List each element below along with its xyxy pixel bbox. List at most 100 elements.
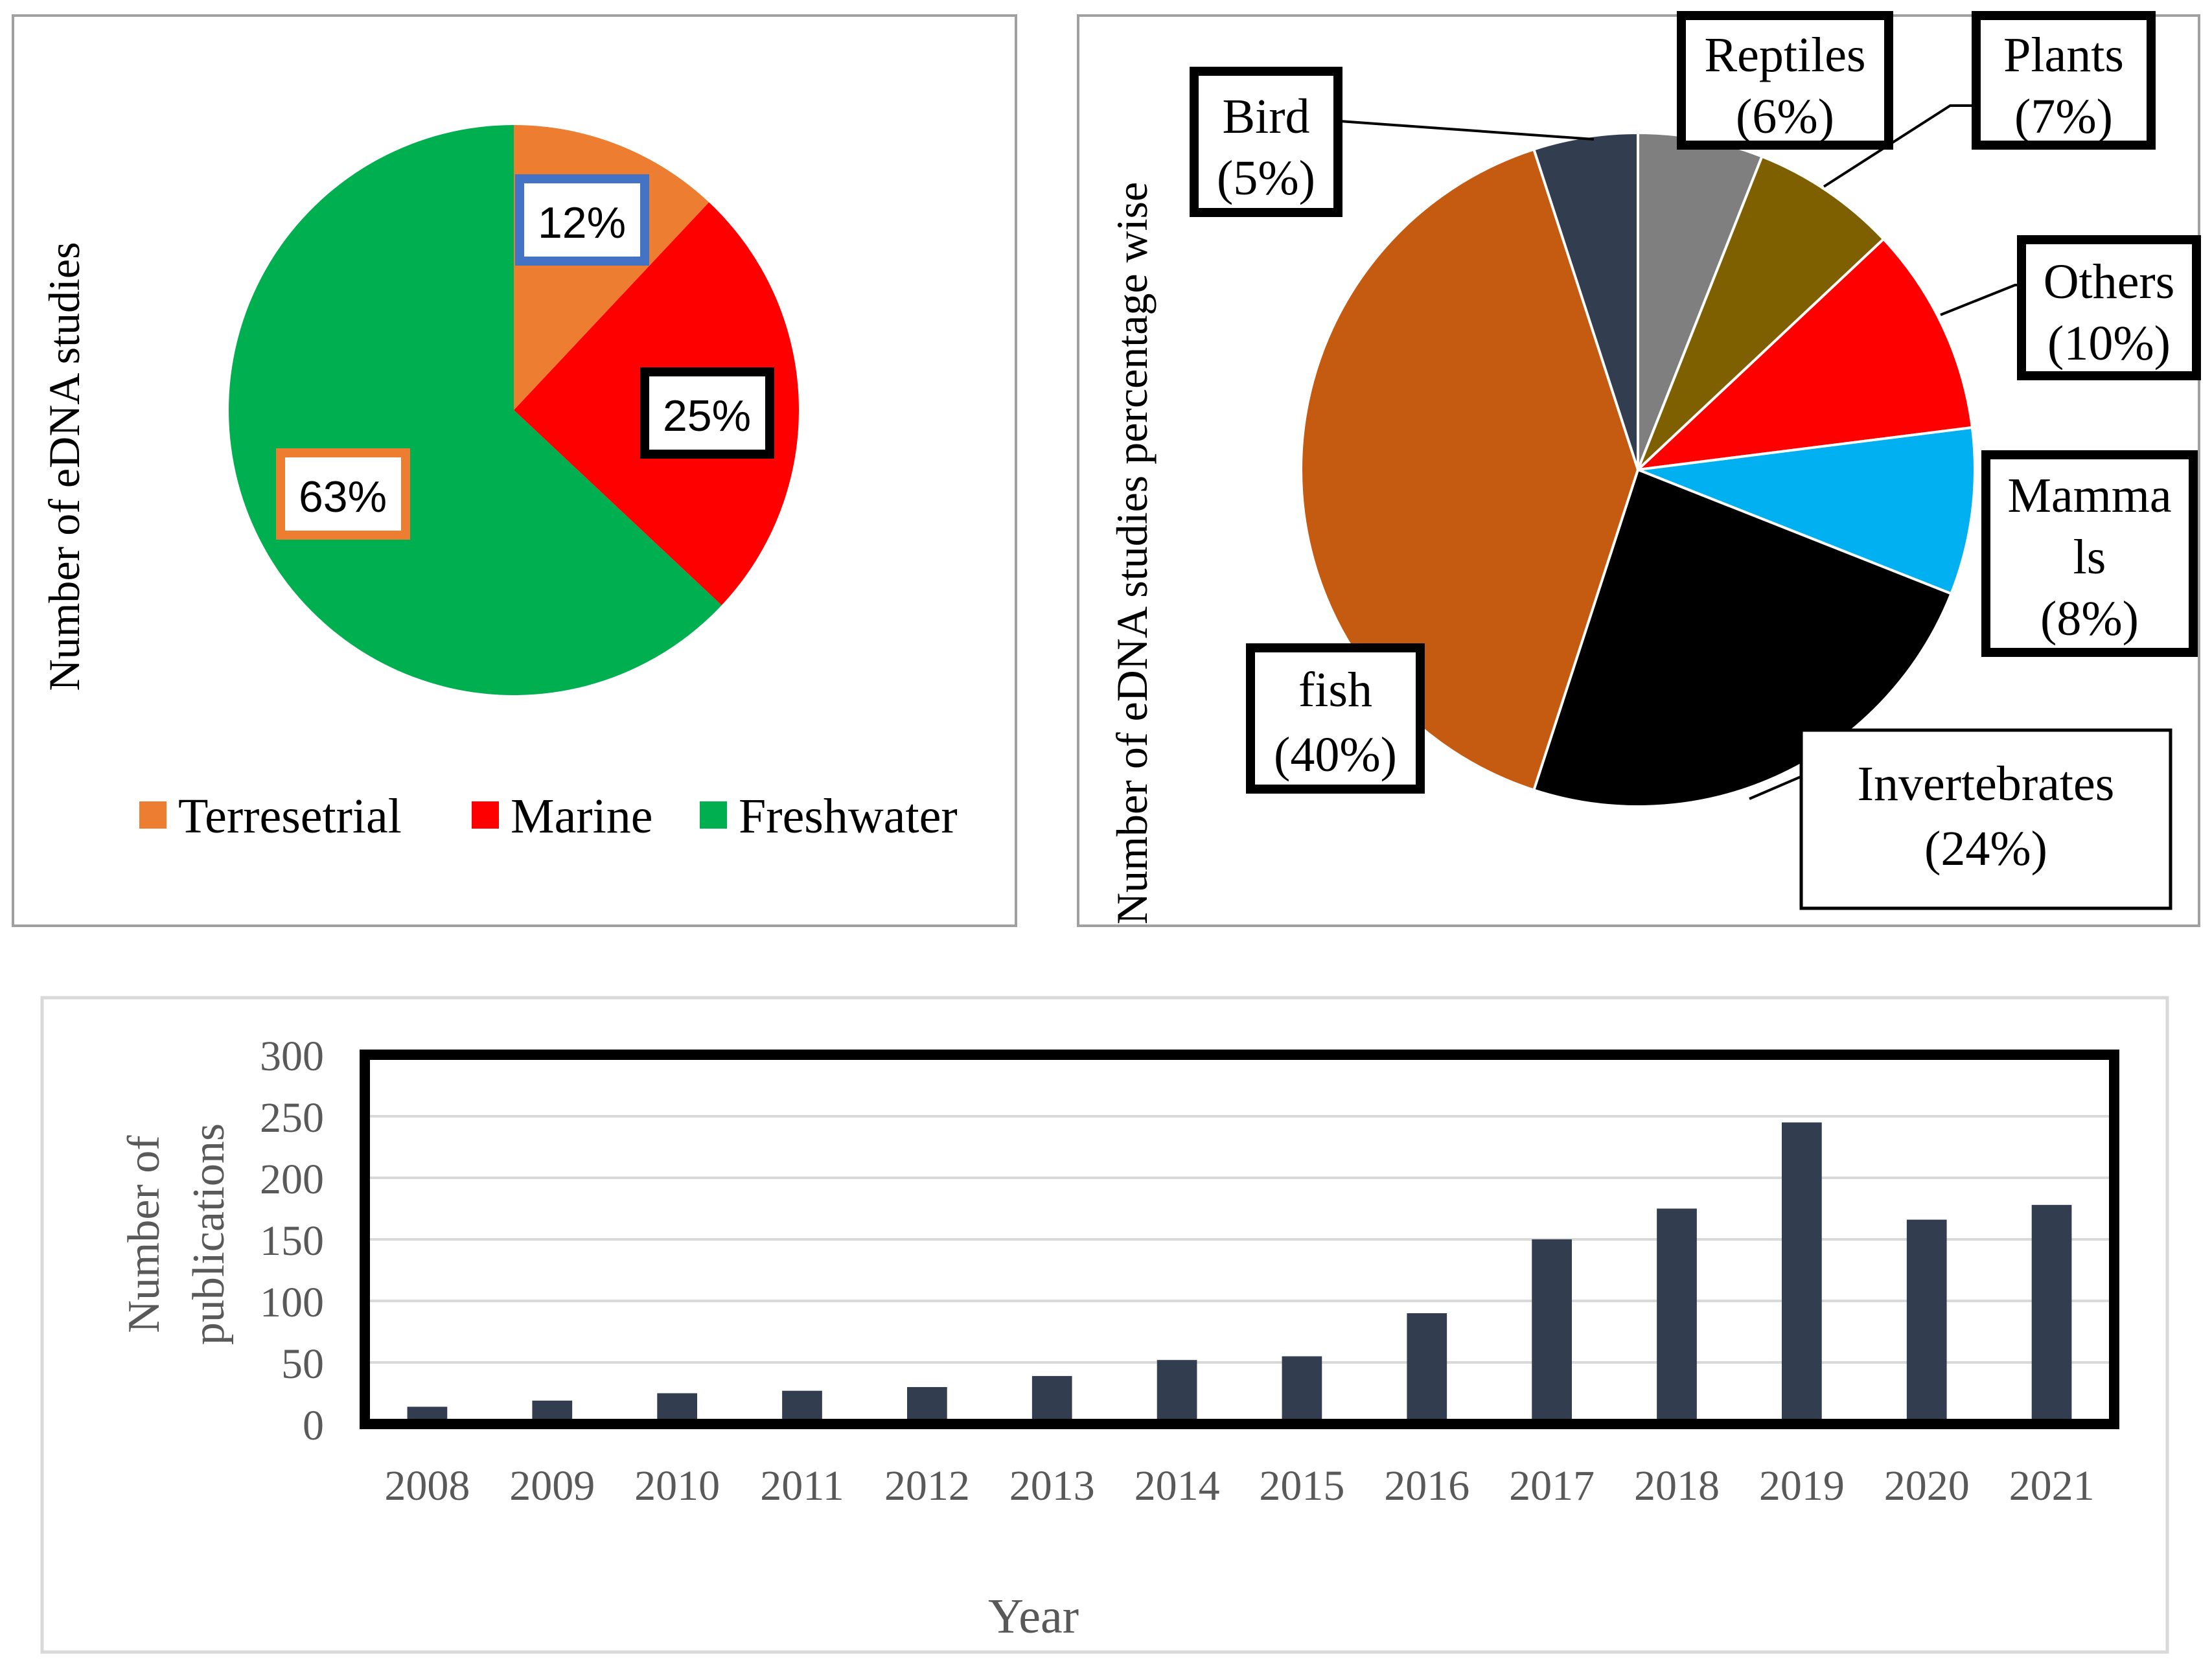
bar-x-tick-labels: 2008 2009 2010 2011 2012 2013 2014 2015 2016 2017…: [384, 1462, 2094, 1510]
bar-2016: [1407, 1313, 1447, 1424]
data-label-plants: Plants (7%): [1972, 11, 2156, 150]
y-tick-label-200: 200: [260, 1156, 324, 1203]
pie-slice-fish: [1300, 148, 1639, 792]
data-label-box-others: [2017, 235, 2201, 380]
bar-2021: [2031, 1204, 2072, 1424]
data-label-others-line1: Others: [2044, 255, 2175, 309]
x-tick-label-2015: 2015: [1259, 1462, 1344, 1510]
data-label-mammals-line3: (8%): [2040, 591, 2139, 646]
data-label-terrestrial-text: 12%: [538, 198, 626, 247]
data-label-reptiles-line2: (6%): [1736, 89, 1834, 144]
data-label-box-marine: [640, 367, 774, 459]
bar-2020: [1906, 1219, 1947, 1424]
data-label-reptiles-line1: Reptiles: [1704, 28, 1865, 82]
bar-x-axis-label: Year: [988, 1589, 1079, 1644]
plot-area-frame: [360, 1050, 2119, 1429]
pie-slice-freshwater: [229, 125, 722, 695]
data-label-terrestrial: 12%: [515, 174, 649, 266]
x-tick-label-2010: 2010: [634, 1462, 720, 1510]
data-label-fish: fish (40%): [1246, 643, 1425, 794]
x-tick-label-2019: 2019: [1759, 1462, 1845, 1510]
data-label-plants-line1: Plants: [2003, 28, 2124, 82]
bar-2015: [1282, 1356, 1322, 1424]
data-label-others: Others (10%): [2017, 235, 2201, 380]
legend-swatch-freshwater: [700, 801, 727, 829]
data-label-box-reptiles: [1677, 11, 1893, 150]
legend-label-terrestrial: Terresetrial: [178, 789, 402, 844]
pie-slice-others: [1637, 238, 1974, 471]
x-tick-label-2009: 2009: [509, 1462, 595, 1510]
x-tick-label-2020: 2020: [1884, 1462, 1970, 1510]
x-tick-label-2014: 2014: [1135, 1462, 1220, 1510]
data-label-marine-text: 25%: [663, 391, 751, 441]
y-tick-label-250: 250: [260, 1094, 324, 1142]
data-label-bird-line2: (5%): [1217, 151, 1315, 205]
data-label-box-invertebrates: [1799, 728, 2172, 910]
data-label-bird-line1: Bird: [1222, 89, 1309, 144]
taxa-y-axis-label: Number of eDNA studies percentage wise: [1107, 182, 1157, 924]
x-tick-label-2016: 2016: [1384, 1462, 1469, 1510]
y-tick-label-50: 50: [281, 1340, 324, 1388]
data-label-marine: 25%: [640, 367, 774, 459]
pie-slice-plants: [1637, 155, 1885, 471]
y-tick-label-100: 100: [260, 1279, 324, 1326]
habitat-pie-slices: [229, 124, 800, 695]
bar-gridlines: [365, 1115, 2114, 1364]
taxa-pie-slices: [1300, 132, 1976, 808]
data-label-invertebrates: Invertebrates (24%): [1799, 728, 2172, 910]
data-label-invertebrates-line2: (24%): [1924, 821, 2047, 876]
x-tick-label-2018: 2018: [1634, 1462, 1720, 1510]
data-label-reptiles: Reptiles (6%): [1677, 11, 1893, 150]
bar-2011: [782, 1390, 822, 1424]
data-label-others-line2: (10%): [2047, 316, 2171, 371]
pie-slice-bird: [1532, 132, 1639, 471]
bar-y-axis-label-line1: Number of: [119, 1135, 169, 1333]
data-label-box-terrestrial: [515, 174, 649, 266]
y-tick-label-0: 0: [303, 1402, 324, 1449]
legend-swatch-marine: [472, 801, 499, 829]
pie-slice-invertebrates: [1532, 468, 1953, 808]
bar-2013: [1031, 1375, 1072, 1424]
bar-y-tick-labels: 0 50 100 150 200 250 300: [260, 1033, 324, 1449]
data-label-freshwater: 63%: [276, 448, 410, 540]
data-label-fish-line2: (40%): [1274, 728, 1397, 782]
legend-label-marine: Marine: [511, 789, 652, 844]
leader-line-bird: [1339, 120, 1595, 141]
legend-swatch-terrestrial: [139, 801, 167, 829]
bar-2014: [1157, 1360, 1197, 1424]
taxa-pie-panel: Number of eDNA studies percentage wise R…: [1077, 11, 2201, 927]
bar-series: [407, 1122, 2072, 1424]
data-label-mammals-line2: ls: [2073, 530, 2106, 584]
x-tick-label-2011: 2011: [760, 1462, 844, 1510]
y-tick-label-300: 300: [260, 1033, 324, 1080]
bar-y-axis-label: Number of publications: [119, 1123, 234, 1345]
data-label-mammals-line1: Mamma: [2007, 468, 2171, 523]
x-tick-label-2013: 2013: [1009, 1462, 1095, 1510]
data-label-box-freshwater: [276, 448, 410, 540]
data-label-freshwater-text: 63%: [299, 472, 387, 522]
x-tick-label-2012: 2012: [884, 1462, 970, 1510]
x-tick-label-2008: 2008: [384, 1462, 470, 1510]
bar-2018: [1657, 1208, 1697, 1424]
data-label-invertebrates-line1: Invertebrates: [1858, 757, 2115, 811]
bar-2019: [1782, 1122, 1822, 1424]
data-label-box-fish: [1246, 643, 1425, 794]
data-label-box-bird: [1190, 67, 1342, 217]
data-label-mammals: Mamma ls (8%): [1981, 450, 2198, 657]
y-tick-label-150: 150: [260, 1217, 324, 1265]
bar-2012: [907, 1387, 947, 1424]
x-tick-label-2017: 2017: [1509, 1462, 1595, 1510]
x-tick-label-2021: 2021: [2009, 1462, 2095, 1510]
data-label-bird: Bird (5%): [1190, 67, 1342, 217]
habitat-legend: Terresetrial Marine Freshwater: [139, 789, 958, 844]
data-label-fish-line1: fish: [1298, 663, 1372, 717]
data-label-box-plants: [1972, 11, 2156, 150]
data-label-plants-line2: (7%): [2014, 89, 2113, 144]
bar-y-axis-label-line2: publications: [184, 1123, 234, 1345]
bar-2017: [1532, 1239, 1572, 1424]
pie-slice-mammals: [1637, 426, 1976, 595]
data-label-box-mammals: [1981, 450, 2198, 657]
habitat-pie-panel: Number of eDNA studies 12% 25% 63% Terre…: [12, 14, 1017, 927]
